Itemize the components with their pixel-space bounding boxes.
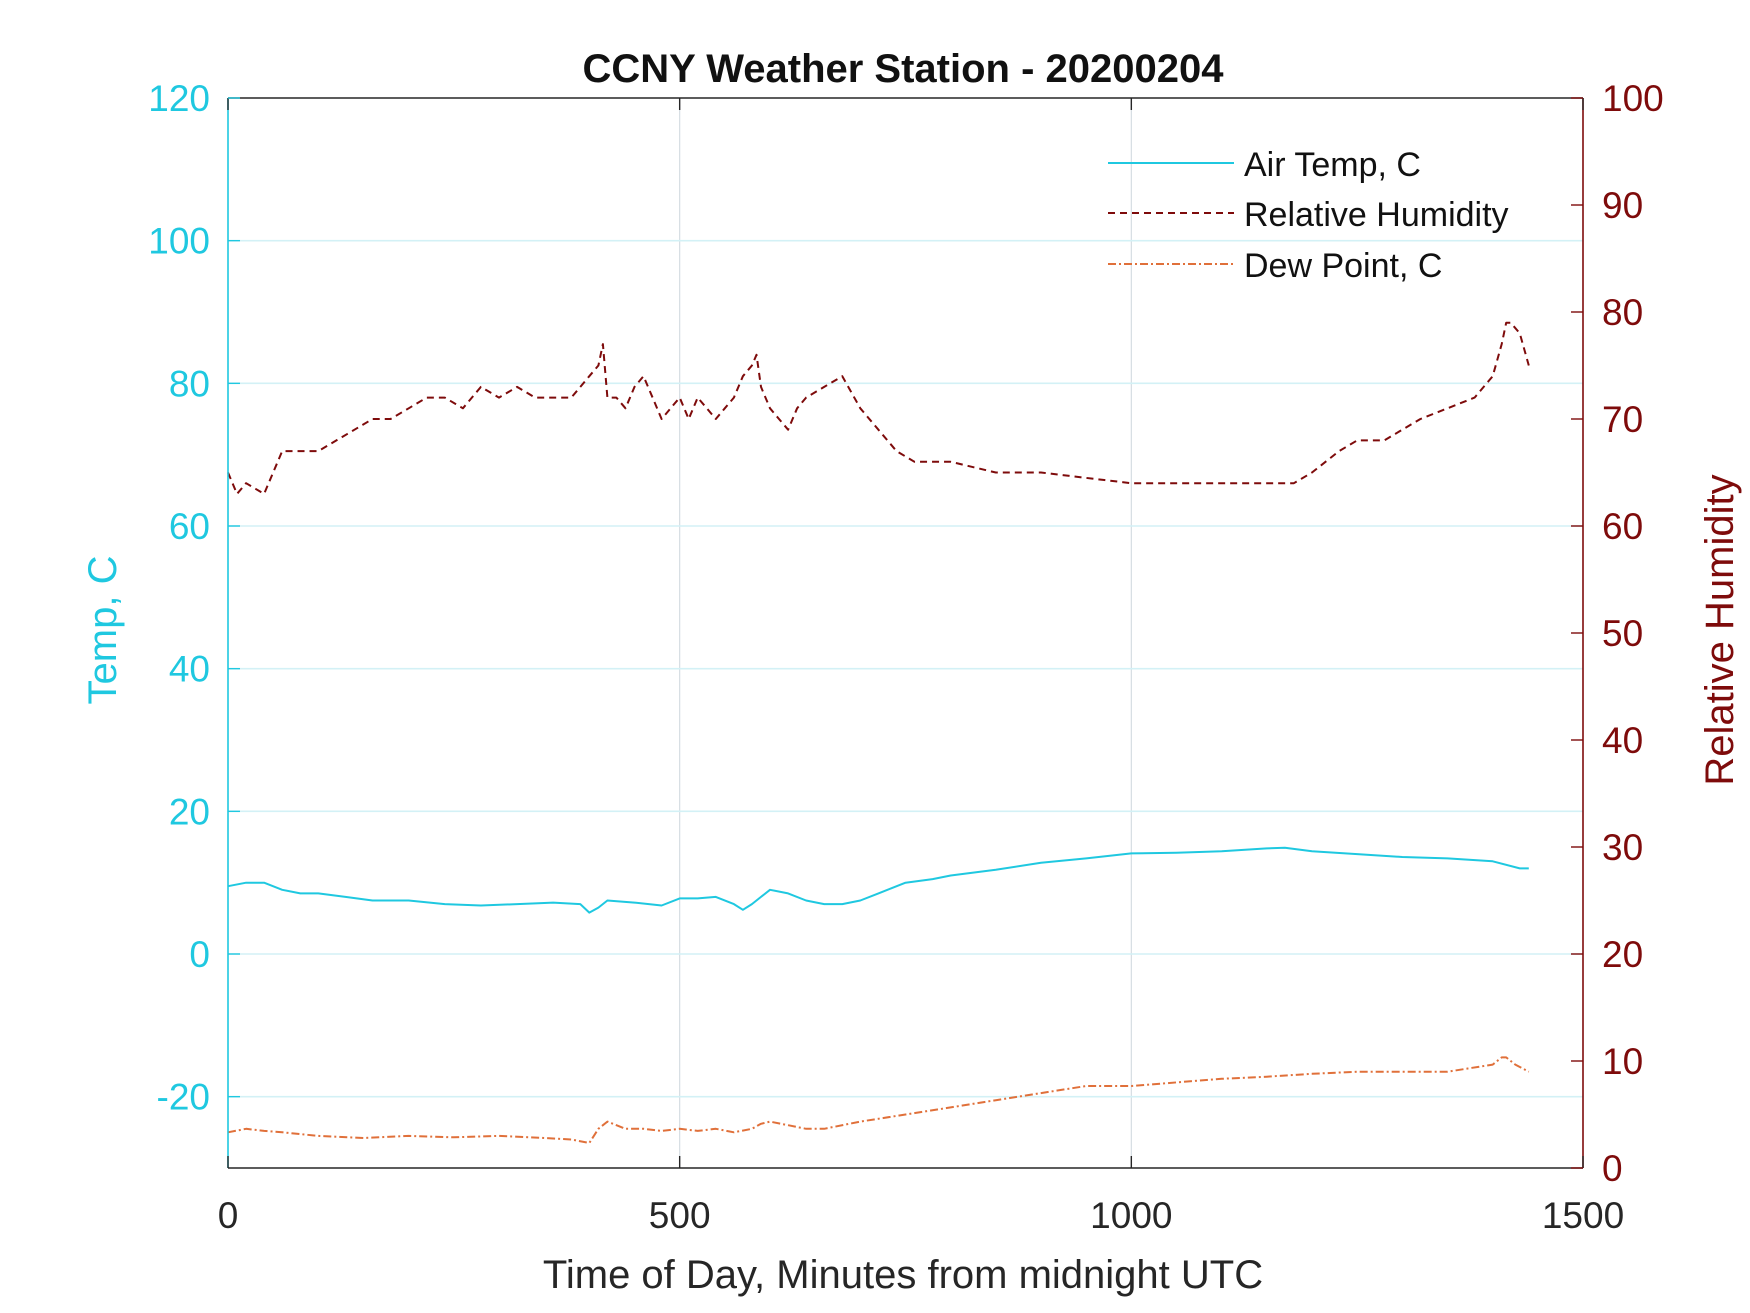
left-tick-label: 100 [148,221,210,262]
left-axis-label: Temp, C [81,556,125,705]
right-tick-label: 40 [1602,720,1643,761]
right-tick-label: 80 [1602,292,1643,333]
legend-label-dew: Dew Point, C [1244,247,1442,285]
right-tick-label: 20 [1602,934,1643,975]
left-tick-label: 80 [169,363,210,404]
x-tick-label: 1000 [1090,1195,1172,1236]
x-tick-label: 0 [218,1195,239,1236]
left-tick-label: 0 [189,934,210,975]
grid-lines [228,98,1583,1168]
left-tick-label: 120 [148,78,210,119]
series-line-relative-humidity [227,321,1530,495]
left-tick-label: 40 [169,649,210,690]
right-tick-label: 50 [1602,613,1643,654]
legend: Air Temp, C Relative Humidity Dew Point,… [1108,146,1509,285]
legend-label-humidity: Relative Humidity [1244,196,1509,234]
right-axis-label: Relative Humidity [1698,474,1742,785]
right-tick-label: 90 [1602,185,1643,226]
right-tick-label: 100 [1602,78,1664,119]
right-tick-label: 70 [1602,399,1643,440]
x-tick-label: 1500 [1542,1195,1624,1236]
legend-label-temp: Air Temp, C [1244,146,1421,184]
series-line-air-temp [227,846,1529,914]
x-axis-label: Time of Day, Minutes from midnight UTC [543,1253,1263,1297]
axes [227,97,1584,1169]
right-tick-label: 10 [1602,1041,1643,1082]
left-tick-label: 60 [169,506,210,547]
tick-labels: 0 500 1000 1500 -20 0 20 40 60 80 100 120 0 10 20 30 40 5… [148,78,1663,1236]
left-tick-label: 20 [169,791,210,832]
x-tick-label: 500 [649,1195,711,1236]
plot-series [227,321,1530,1144]
chart-title: CCNY Weather Station - 20200204 [583,47,1225,91]
series-line-dew-point [227,1056,1530,1144]
right-tick-label: 60 [1602,506,1643,547]
right-tick-label: 30 [1602,827,1643,868]
left-tick-label: -20 [157,1077,210,1118]
right-tick-label: 0 [1602,1148,1623,1189]
